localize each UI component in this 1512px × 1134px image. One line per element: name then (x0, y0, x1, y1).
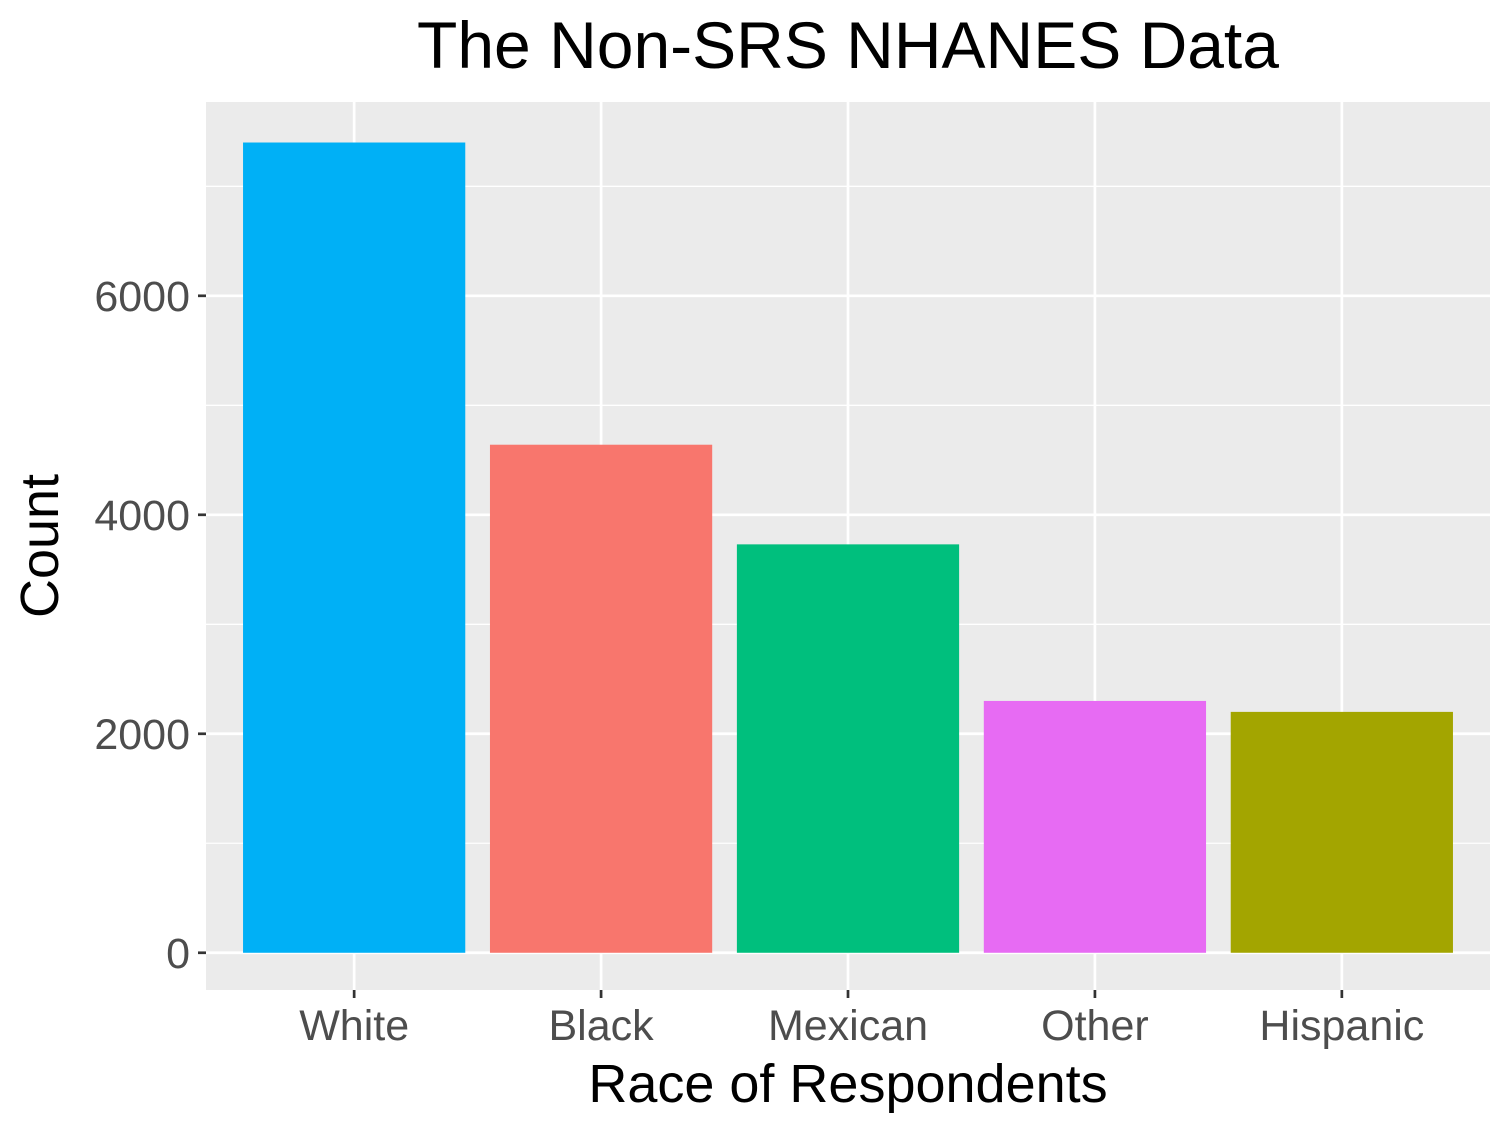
y-tick-label: 4000 (94, 492, 190, 540)
bar-white (243, 142, 466, 953)
bar-hispanic (1230, 711, 1453, 953)
x-tick-label: Other (1041, 1002, 1149, 1050)
bar-other (983, 700, 1207, 953)
x-tick-label: Hispanic (1259, 1002, 1424, 1050)
chart-title: The Non-SRS NHANES Data (417, 8, 1279, 82)
bar-mexican (736, 544, 960, 953)
x-tick-label: Black (548, 1002, 654, 1050)
x-axis-title: Race of Respondents (588, 1054, 1107, 1114)
x-tick-label: Mexican (768, 1002, 928, 1050)
y-axis-title: Count (10, 474, 70, 618)
y-tick-label: 0 (166, 930, 190, 978)
y-tick-label: 2000 (94, 711, 190, 759)
bar-black (489, 444, 713, 953)
x-tick-label: White (299, 1002, 409, 1050)
bars (243, 142, 1453, 953)
y-tick-label: 6000 (94, 273, 190, 321)
axis-ticks: 0 2000 4000 6000 White Black Mexican Other Hispa… (94, 273, 1424, 1050)
